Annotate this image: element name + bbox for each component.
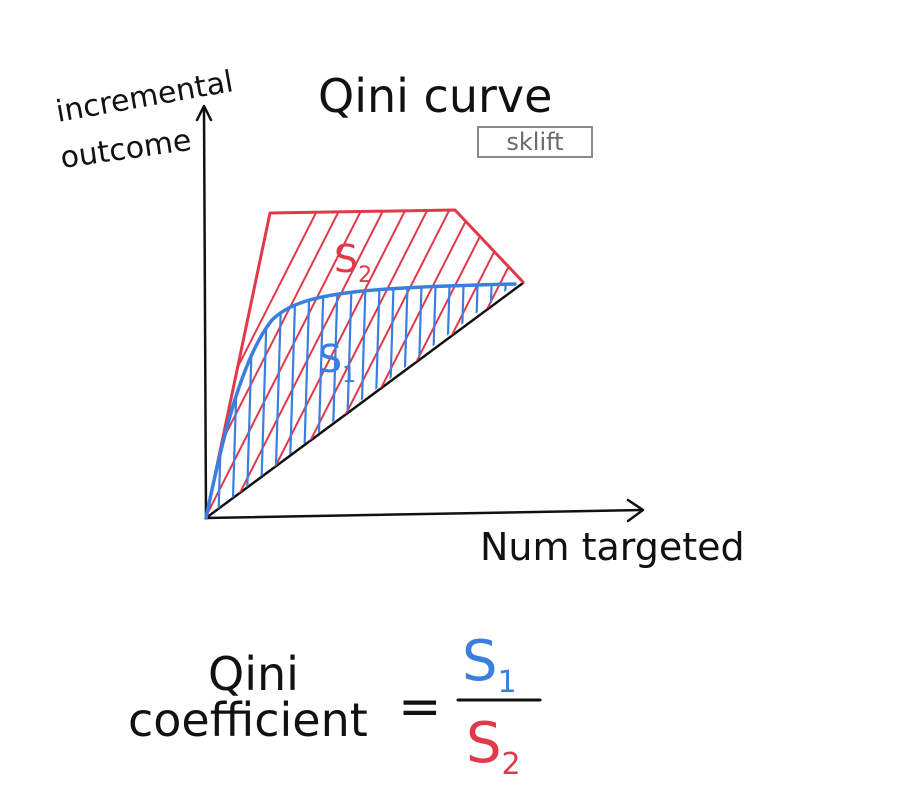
s1-hatching xyxy=(216,284,515,518)
s1-label: S1 xyxy=(318,337,356,388)
red-hatch-line xyxy=(206,210,370,518)
denominator-subscript: 2 xyxy=(502,747,521,782)
red-hatch-line xyxy=(391,210,523,518)
qini-formula: Qini coefficient = S1 S2 xyxy=(128,629,542,782)
chart-title: Qini curve xyxy=(318,69,552,123)
y-axis-label-line2: outcome xyxy=(58,123,193,176)
red-hatch-line xyxy=(700,195,875,540)
s2-hatching xyxy=(206,195,875,540)
formula-denominator: S2 xyxy=(466,711,521,782)
x-axis-line xyxy=(204,508,644,520)
blue-hatch-line xyxy=(398,284,410,518)
red-hatch-line xyxy=(568,195,743,540)
y-axis-line xyxy=(202,106,208,520)
axes xyxy=(195,104,645,523)
red-hatch-line xyxy=(479,210,523,518)
blue-hatch-line xyxy=(426,284,438,518)
blue-hatch-line xyxy=(384,284,396,518)
red-hatch-line xyxy=(546,195,721,540)
denominator-letter: S xyxy=(466,711,502,776)
s2-label: S2 xyxy=(334,237,372,288)
formula-lhs-line2: coefficient xyxy=(128,693,368,747)
s2-label-letter: S xyxy=(334,237,358,281)
formula-lhs-line1: Qini xyxy=(208,647,299,701)
y-axis-label-line1: incremental xyxy=(53,64,236,130)
red-hatch-line xyxy=(501,210,523,518)
red-hatch-line xyxy=(457,210,523,518)
sklift-badge-frame xyxy=(477,126,593,158)
blue-hatch-line xyxy=(216,284,228,518)
red-hatch-line xyxy=(215,210,392,518)
blue-hatch-line xyxy=(370,284,382,518)
numerator-subscript: 1 xyxy=(498,665,517,700)
blue-hatch-line xyxy=(342,284,354,518)
red-hatch-line xyxy=(590,195,765,540)
blue-hatch-line xyxy=(454,284,466,518)
red-hatch-line xyxy=(347,210,523,518)
red-hatch-line xyxy=(413,210,523,518)
x-axis-label: Num targeted xyxy=(480,525,745,569)
s2-outline xyxy=(204,208,525,520)
blue-hatch-line xyxy=(510,284,515,518)
qini-curve xyxy=(204,282,517,520)
blue-hatch-line xyxy=(412,284,424,518)
blue-hatch-line xyxy=(496,284,508,518)
blue-hatch-line xyxy=(272,284,284,518)
red-hatch-line xyxy=(435,210,523,518)
y-axis-arrowhead xyxy=(195,104,213,122)
red-hatch-line xyxy=(656,195,831,540)
s2-region xyxy=(204,195,875,540)
s1-region xyxy=(204,282,517,520)
red-hatch-line xyxy=(369,210,523,518)
formula-equals: = xyxy=(398,677,442,737)
red-hatch-line xyxy=(206,210,348,518)
red-hatch-line xyxy=(524,195,699,540)
s1-label-letter: S xyxy=(318,337,342,381)
x-axis-arrowhead xyxy=(626,498,645,523)
red-hatch-line xyxy=(678,195,853,540)
numerator-letter: S xyxy=(462,629,498,694)
red-hatch-line xyxy=(612,195,787,540)
red-hatch-line xyxy=(281,210,458,518)
red-hatch-line xyxy=(634,195,809,540)
random-baseline-line xyxy=(204,281,525,520)
s2-label-subscript: 2 xyxy=(358,263,372,288)
blue-hatch-line xyxy=(314,284,326,518)
blue-hatch-line xyxy=(468,284,480,518)
formula-numerator: S1 xyxy=(462,629,517,700)
s1-label-subscript: 1 xyxy=(342,363,356,388)
sklift-badge-text: sklift xyxy=(506,128,563,156)
